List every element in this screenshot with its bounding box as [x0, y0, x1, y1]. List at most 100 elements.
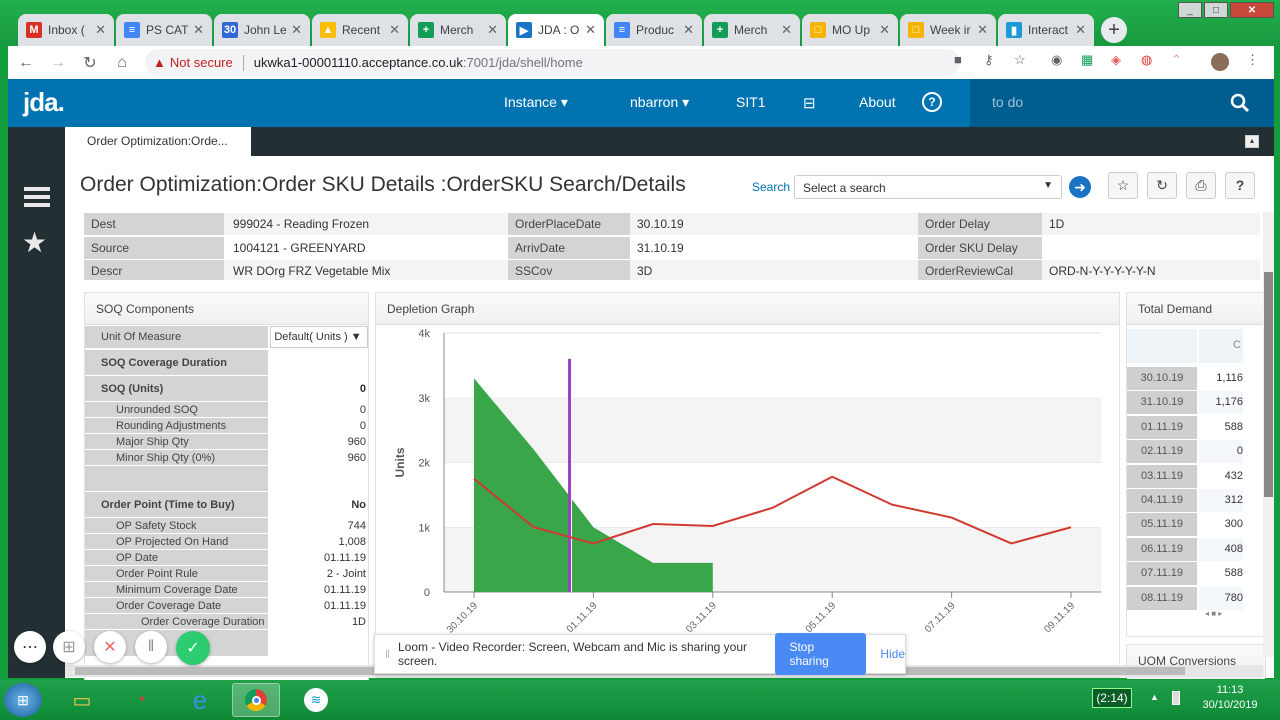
depletion-graph-title: Depletion Graph [376, 293, 1119, 325]
chrome-taskbar-icon[interactable] [232, 683, 280, 717]
menu-kebab-icon[interactable]: ⋮ [1246, 52, 1259, 67]
stop-sharing-button[interactable]: Stop sharing [775, 633, 867, 675]
close-tab-icon[interactable]: ✕ [879, 22, 890, 37]
drag-handle-icon[interactable]: ‖ [385, 647, 390, 661]
close-tab-icon[interactable]: ✕ [1075, 22, 1086, 37]
loom-pause-button[interactable]: ‖ [135, 631, 167, 663]
demand-value: 312 [1199, 489, 1243, 512]
user-menu[interactable]: nbarron ▾ [630, 94, 690, 110]
browser-tab[interactable]: ▶ JDA : O ✕ [508, 14, 604, 46]
back-icon[interactable]: ← [18, 53, 34, 71]
demand-row: 07.11.19 588 [1127, 562, 1243, 586]
close-tab-icon[interactable]: ✕ [389, 22, 400, 37]
ie-icon[interactable]: e [192, 684, 208, 715]
loom-more-button[interactable]: ⋯ [14, 631, 46, 663]
browser-tab[interactable]: M Inbox (✕ [18, 14, 114, 46]
close-tab-icon[interactable]: ✕ [291, 22, 302, 37]
favorites-star-icon[interactable]: ★ [22, 227, 48, 258]
soq-value: 0 [359, 403, 366, 416]
soq-row: Order Coverage Date 01.11.19 [85, 598, 368, 613]
demand-hscroll[interactable]: ◂ ■ ▸ [1205, 609, 1223, 618]
browser-tab[interactable]: ≡ Produc ✕ [606, 14, 702, 46]
loom-finish-button[interactable]: ✓ [176, 631, 210, 665]
close-tab-icon[interactable]: ✕ [683, 22, 694, 37]
tab-label: Week ir [930, 23, 971, 37]
app-icon[interactable]: ◔ [133, 688, 147, 711]
saved-search-select[interactable]: Select a search ▼ [794, 175, 1062, 199]
wifi-app-icon[interactable]: ≋ [296, 683, 336, 717]
close-tab-icon[interactable]: ✕ [977, 22, 988, 37]
demand-value: 588 [1199, 415, 1243, 439]
docs-icon: ≡ [614, 22, 630, 38]
inbox-icon[interactable]: ⊟ [803, 95, 816, 112]
favorite-button[interactable]: ☆ [1108, 172, 1138, 199]
demand-value: 408 [1199, 537, 1243, 561]
soq-value: 744 [347, 519, 366, 532]
browser-tab[interactable]: ≡ PS CAT ✕ [116, 14, 212, 46]
close-tab-icon[interactable]: ✕ [487, 22, 498, 37]
close-tab-icon[interactable]: ✕ [95, 22, 106, 37]
address-bar[interactable]: ▲ Not secure ukwka1-00001110.acceptance.… [145, 49, 960, 76]
home-icon[interactable]: ⌂ [117, 53, 127, 71]
battery-icon[interactable] [1172, 691, 1180, 705]
info-value: 1004121 - GREENYARD [233, 240, 366, 255]
left-rail: ★ [8, 156, 65, 678]
uom-label: Unit Of Measure [85, 326, 268, 348]
loom-camera-button[interactable]: ⊞ [53, 631, 85, 663]
camera-icon[interactable]: ■ [954, 52, 962, 67]
start-button[interactable]: ⊞ [4, 683, 42, 717]
browser-tab[interactable]: 30 John Le ✕ [214, 14, 310, 46]
window-controls: _ □ ✕ [1178, 2, 1274, 20]
loom-cancel-button[interactable]: ✕ [94, 631, 126, 663]
explorer-icon[interactable]: ▭ [72, 689, 92, 712]
demand-date: 06.11.19 [1127, 537, 1197, 561]
close-window-button[interactable]: ✕ [1230, 2, 1274, 18]
about-link[interactable]: About [859, 94, 896, 110]
key-icon[interactable]: ⚷ [984, 52, 994, 67]
workspace-tab-order-optimization[interactable]: Order Optimization:Orde... [65, 127, 251, 156]
help-button[interactable]: ? [1225, 172, 1255, 199]
info-label: Order SKU Delay [918, 236, 1042, 259]
browser-tab[interactable]: + Merch ✕ [410, 14, 506, 46]
todo-search[interactable]: to do [970, 79, 1274, 127]
extension-sheets-icon[interactable]: ▦ [1081, 52, 1094, 67]
hamburger-menu-icon[interactable] [24, 187, 50, 207]
maximize-panel-icon[interactable]: ▴ [1245, 135, 1259, 148]
profile-avatar[interactable] [1211, 53, 1229, 71]
browser-tab[interactable]: ▮ Interact ✕ [998, 14, 1094, 46]
close-tab-icon[interactable]: ✕ [585, 22, 596, 37]
search-icon[interactable] [1230, 93, 1250, 113]
go-search-button[interactable]: ➜ [1069, 176, 1091, 198]
close-tab-icon[interactable]: ✕ [193, 22, 204, 37]
instance-menu[interactable]: Instance ▾ [504, 94, 568, 110]
print-button[interactable]: ⎙ [1186, 172, 1216, 199]
datastudio-icon: ▮ [1006, 22, 1022, 38]
tray-expand-icon[interactable]: ▲ [1150, 692, 1159, 702]
battery-timer[interactable]: (2:14) [1092, 688, 1132, 708]
bookmark-star-icon[interactable]: ☆ [1014, 52, 1026, 67]
browser-tab[interactable]: + Merch ✕ [704, 14, 800, 46]
maximize-button[interactable]: □ [1204, 2, 1228, 18]
new-tab-button[interactable]: + [1101, 17, 1127, 43]
clock[interactable]: 11:13 30/10/2019 [1198, 684, 1262, 711]
tab-label: Merch [440, 23, 474, 37]
uom-select[interactable]: Default( Units ) ▼ [270, 326, 368, 348]
extension-circle-icon[interactable]: ◉ [1051, 52, 1063, 67]
scroll-thumb[interactable] [1264, 272, 1273, 497]
vertical-scrollbar[interactable] [1263, 212, 1274, 657]
extension-arrow-icon[interactable]: ⌃ [1171, 52, 1182, 67]
demand-col-header[interactable]: C [1199, 329, 1243, 363]
hide-button[interactable]: Hide [880, 647, 905, 661]
browser-tab[interactable]: □ MO Up ✕ [802, 14, 898, 46]
extension-loom-icon[interactable]: ◈ [1111, 52, 1121, 67]
extension-record-icon[interactable]: ◍ [1141, 52, 1153, 67]
help-icon[interactable]: ? [922, 92, 942, 112]
browser-tab[interactable]: ▲ Recent ✕ [312, 14, 408, 46]
browser-tab[interactable]: □ Week ir ✕ [900, 14, 996, 46]
minimize-button[interactable]: _ [1178, 2, 1202, 18]
reload-icon[interactable]: ↻ [83, 54, 97, 72]
forward-icon[interactable]: → [50, 53, 66, 71]
refresh-button[interactable]: ↻ [1147, 172, 1177, 199]
close-tab-icon[interactable]: ✕ [781, 22, 792, 37]
info-value [1042, 237, 1242, 259]
